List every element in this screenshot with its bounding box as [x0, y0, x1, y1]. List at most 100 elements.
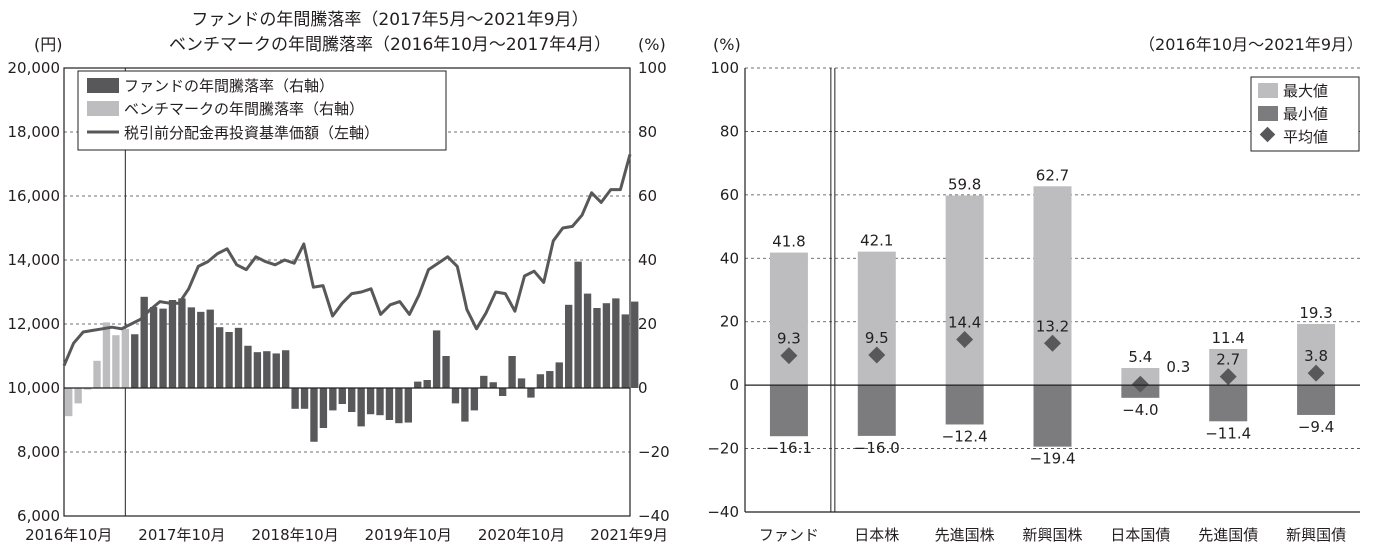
- left-axis-unit: (円): [34, 35, 63, 54]
- legend-swatch-avg: [1259, 126, 1276, 143]
- legend-label-benchmark: ベンチマークの年間騰落率（右軸）: [124, 100, 364, 118]
- fund-bar: [253, 352, 262, 388]
- right-axis-tick-label: 20: [638, 315, 657, 333]
- avg-value-label: 14.4: [948, 313, 981, 331]
- category-label: ファンド: [759, 526, 819, 544]
- fund-bar: [291, 388, 299, 409]
- right-axis-tick-label: −40: [638, 507, 670, 525]
- right-axis-tick-label: 60: [638, 187, 657, 205]
- legend-swatch-max: [1258, 83, 1278, 98]
- x-axis-tick-label: 2017年10月: [138, 526, 225, 544]
- max-bar: [857, 251, 896, 386]
- legend-label-max: 最大値: [1283, 82, 1328, 100]
- fund-bar: [282, 350, 290, 388]
- fund-bar: [442, 356, 450, 388]
- benchmark-bar: [93, 360, 101, 388]
- fund-bar: [310, 388, 318, 442]
- fund-bar: [244, 345, 252, 388]
- avg-marker: [956, 330, 974, 348]
- max-bar: [945, 195, 984, 386]
- category-label: 日本国債: [1110, 526, 1170, 544]
- fund-bar: [131, 334, 139, 388]
- avg-value-label: 13.2: [1036, 317, 1069, 335]
- fund-bar: [480, 375, 488, 388]
- left-plot-frame: [63, 67, 631, 517]
- avg-value-label: 2.7: [1216, 351, 1240, 369]
- min-bar: [1033, 385, 1072, 447]
- fund-bar: [498, 388, 507, 396]
- left-axis-tick-label: 8,000: [17, 443, 60, 461]
- right-axis-tick-label: 100: [638, 59, 667, 77]
- max-value-label: 5.4: [1128, 348, 1152, 366]
- fund-bar: [215, 327, 224, 388]
- left-title-line2: ベンチマークの年間騰落率（2016年10月～2017年4月）: [169, 35, 611, 55]
- min-value-label: −4.0: [1122, 401, 1158, 419]
- fund-bar: [348, 388, 356, 412]
- left-chart: 6,000 8,000 10,000 12,000 14,000 16,000 18,000…: [8, 59, 670, 544]
- fund-bar: [149, 307, 158, 388]
- fund-bar: [461, 388, 469, 422]
- legend-label-line: 税引前分配金再投資基準価額（左軸）: [124, 124, 379, 142]
- min-value-label: −16.1: [766, 439, 812, 457]
- range-chart-unit: (%): [713, 35, 741, 54]
- fund-bar: [621, 314, 629, 388]
- left-legend: ファンドの年間騰落率（右軸） ベンチマークの年間騰落率（右軸） 税引前分配金再投…: [77, 70, 447, 151]
- fund-bar: [206, 309, 214, 388]
- legend-label-fund: ファンドの年間騰落率（右軸）: [124, 77, 334, 95]
- fund-bar: [555, 362, 563, 388]
- range-y-tick-label: 0: [729, 376, 739, 394]
- fund-bar: [395, 388, 403, 424]
- benchmark-bar: [83, 388, 92, 390]
- max-value-label: 59.8: [948, 175, 981, 193]
- fund-bar: [319, 388, 328, 428]
- fund-bar: [159, 308, 167, 388]
- range-y-tick-label: 80: [720, 122, 739, 140]
- min-bar: [769, 385, 808, 437]
- max-value-label: 19.3: [1299, 304, 1332, 322]
- min-value-label: −12.4: [942, 427, 988, 445]
- fund-bar: [489, 382, 497, 388]
- max-value-label: 42.1: [860, 232, 893, 250]
- min-bar: [1297, 385, 1336, 415]
- fund-bar: [140, 296, 148, 388]
- x-axis-tick-label: 2018年10月: [251, 526, 338, 544]
- fund-bar: [300, 388, 309, 409]
- fund-bar: [168, 300, 177, 388]
- fund-bar: [385, 388, 394, 420]
- left-axis-tick-label: 20,000: [8, 59, 61, 77]
- legend-swatch-fund: [87, 78, 119, 93]
- fund-bar: [376, 388, 384, 416]
- fund-bar: [470, 388, 479, 411]
- max-bar: [769, 252, 808, 386]
- max-value-label: 62.7: [1036, 166, 1069, 184]
- fund-bar: [565, 304, 573, 388]
- fund-bar: [574, 261, 582, 388]
- min-value-label: −11.4: [1205, 424, 1251, 442]
- right-axis-unit: (%): [638, 35, 666, 54]
- range-y-tick-label: 100: [710, 59, 739, 77]
- x-axis-tick-label: 2020年10月: [478, 526, 565, 544]
- fund-bar: [357, 388, 365, 427]
- fund-bar: [508, 356, 516, 388]
- fund-bar: [225, 332, 233, 388]
- fund-bar: [187, 307, 196, 388]
- x-axis-tick-label: 2021年9月: [590, 526, 668, 544]
- left-title-line1: ファンドの年間騰落率（2017年5月～2021年9月）: [191, 10, 588, 30]
- range-y-tick-label: −20: [707, 440, 739, 458]
- fund-bar: [423, 380, 431, 388]
- max-bar: [1033, 186, 1072, 386]
- category-label: 新興国株: [1022, 526, 1082, 544]
- left-axis-tick-label: 14,000: [8, 251, 61, 269]
- fund-bar: [197, 311, 205, 388]
- range-chart-subtitle: （2016年10月～2021年9月）: [1139, 35, 1363, 54]
- fund-bar: [234, 327, 243, 388]
- avg-marker: [780, 347, 798, 365]
- min-bar: [857, 385, 896, 436]
- fund-bar: [178, 298, 186, 388]
- fund-bar: [593, 308, 601, 388]
- benchmark-bar: [74, 388, 82, 404]
- right-axis-tick-label: 0: [638, 379, 648, 397]
- min-bar: [945, 385, 984, 425]
- range-y-tick-label: 20: [720, 313, 739, 331]
